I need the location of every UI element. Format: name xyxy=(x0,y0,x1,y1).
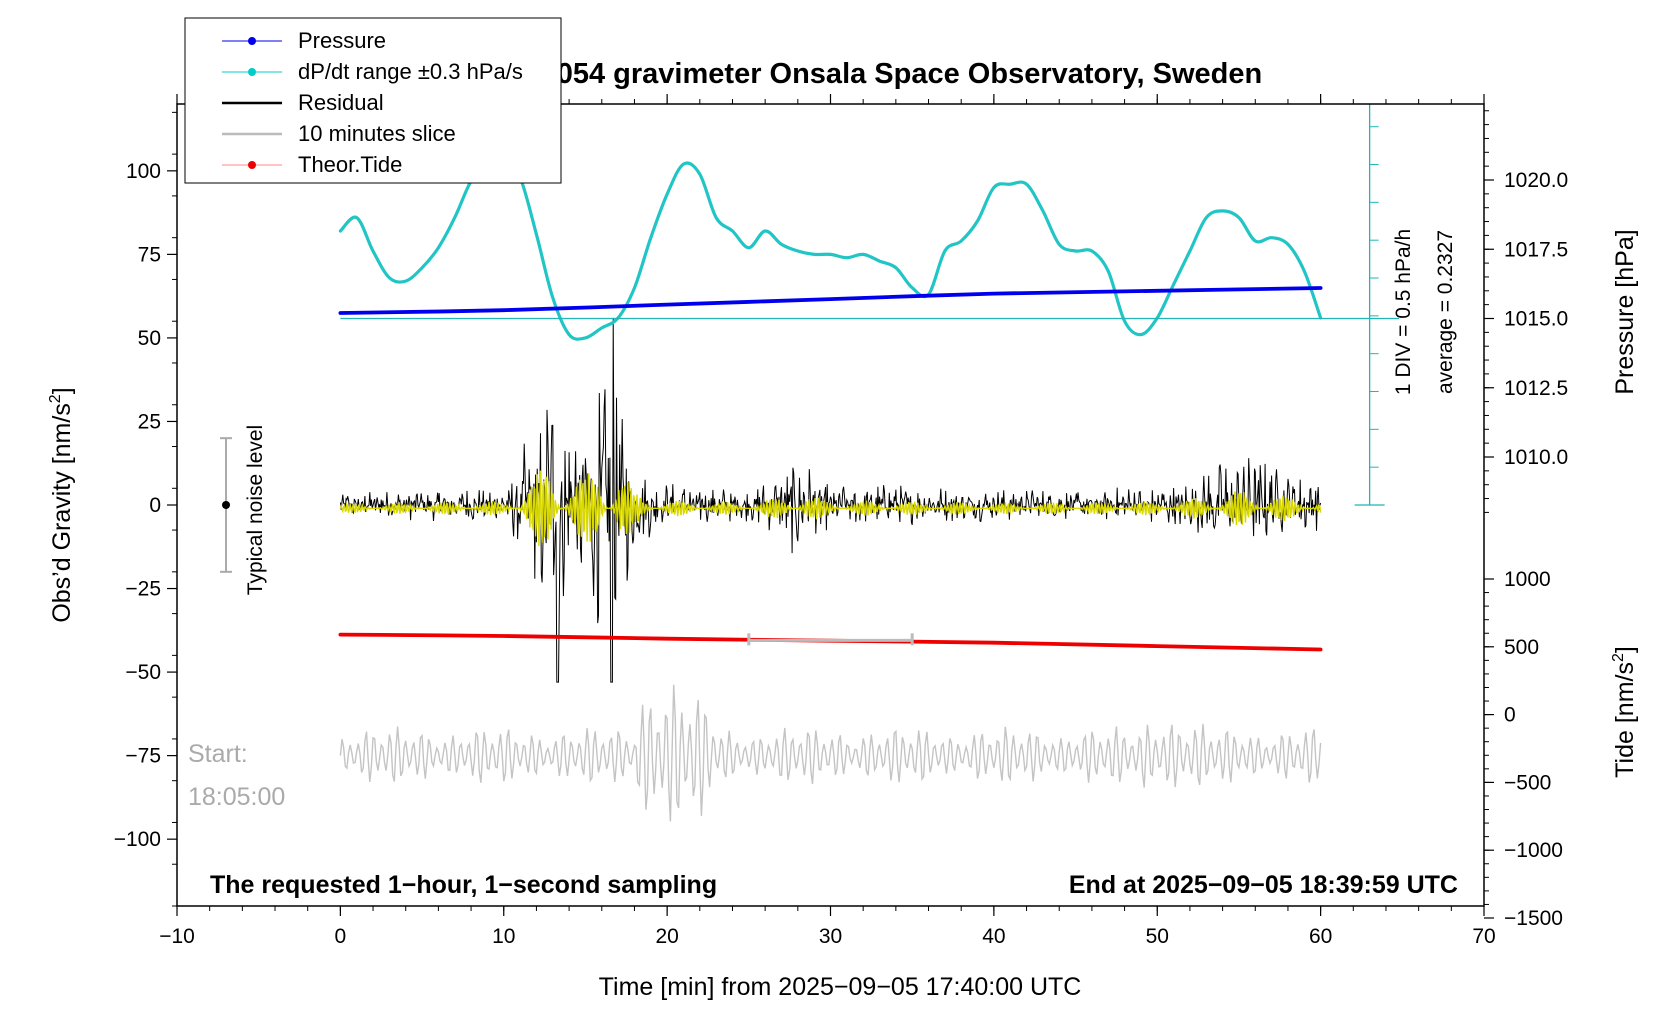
legend-box xyxy=(184,17,562,184)
noise-bar-center xyxy=(222,501,231,509)
tide-tick-label: 1000 xyxy=(1504,568,1551,591)
slice-series xyxy=(339,684,1322,822)
start-label: Start: xyxy=(188,740,248,768)
pressure-tick-label: 1017.5 xyxy=(1504,238,1568,261)
dpdt-div-note: 1 DIV = 0.5 hPa/h xyxy=(1392,229,1415,395)
y-tick-label-left: 50 xyxy=(138,327,161,350)
y-axis-label-gravity-sup: 2 xyxy=(47,394,64,403)
noise-level-label: Typical noise level xyxy=(244,425,267,595)
y-tick-label-left: 100 xyxy=(126,160,161,183)
pressure-series xyxy=(338,286,1323,315)
y-axis-label-gravity-text: Obs’d Gravity [nm/s xyxy=(48,403,76,623)
y-tick-label-left: −50 xyxy=(125,661,161,684)
slice-bracket xyxy=(747,633,914,646)
x-tick-label: 20 xyxy=(655,925,678,948)
dpdt-average-note: average = 0.2327 xyxy=(1434,230,1457,394)
legend-slice-label: 10 minutes slice xyxy=(298,121,456,146)
y-tick-label-left: −100 xyxy=(114,828,161,851)
y-tick-label-left: −25 xyxy=(125,578,161,601)
pressure-tick-label: 1015.0 xyxy=(1504,308,1568,331)
slice-line xyxy=(339,684,1322,822)
plot-frame xyxy=(176,103,1485,907)
legend-tide-marker xyxy=(248,161,256,169)
filtered-residual-series xyxy=(339,470,1322,547)
y-axis-label-tide-end: ] xyxy=(1611,646,1639,653)
tide-tick-label: 0 xyxy=(1504,704,1516,727)
y-axis-label-tide-sup: 2 xyxy=(1610,653,1627,662)
tide-tick-label: −500 xyxy=(1504,771,1551,794)
x-tick-label: 10 xyxy=(492,925,515,948)
y-axis-label-tide: Tide [nm/s2] xyxy=(1610,646,1639,778)
y-axis-label-tide-text: Tide [nm/s xyxy=(1611,662,1639,778)
y-axis-label-gravity: Obs’d Gravity [nm/s2] xyxy=(47,387,76,622)
filtered-residual-line xyxy=(339,470,1322,547)
pressure-tick-label: 1020.0 xyxy=(1504,169,1568,192)
x-tick-label: 70 xyxy=(1472,925,1495,948)
axis-ticks: −10 0 10 20 30 40 50 60 70−100−75−50−25025507510… xyxy=(114,94,1568,948)
legend-dpdt-label: dP/dt range ±0.3 hPa/s xyxy=(298,59,523,84)
y-tick-label-left: 0 xyxy=(149,494,161,517)
y-tick-label-left: 75 xyxy=(138,243,161,266)
y-tick-label-left: −75 xyxy=(125,745,161,768)
legend: Pressure dP/dt range ±0.3 hPa/s Residual… xyxy=(184,17,562,184)
pressure-tick-label: 1010.0 xyxy=(1504,446,1568,469)
x-tick-label: 0 xyxy=(335,925,347,948)
tide-tick-label: −1500 xyxy=(1504,907,1563,930)
chart-title: SCG_054 gravimeter Onsala Space Observat… xyxy=(478,58,1262,90)
x-tick-label: 60 xyxy=(1309,925,1332,948)
legend-dpdt-marker xyxy=(248,68,256,76)
start-time-label: 18:05:00 xyxy=(188,783,285,811)
y-tick-label-left: 25 xyxy=(138,410,161,433)
bottom-left-note: The requested 1−hour, 1−second sampling xyxy=(210,871,717,899)
legend-residual-label: Residual xyxy=(298,90,384,115)
annotations xyxy=(220,104,1400,646)
x-tick-label: −10 xyxy=(159,925,195,948)
legend-pressure-label: Pressure xyxy=(298,28,386,53)
x-axis-label: Time [min] from 2025−09−05 17:40:00 UTC xyxy=(599,973,1082,1001)
x-tick-label: 40 xyxy=(982,925,1005,948)
x-tick-label: 30 xyxy=(819,925,842,948)
legend-pressure-marker xyxy=(248,37,256,45)
y-axis-label-gravity-end: ] xyxy=(48,387,76,394)
tide-tick-label: 500 xyxy=(1504,636,1539,659)
pressure-tick-label: 1012.5 xyxy=(1504,377,1568,400)
bottom-right-note: End at 2025−09−05 18:39:59 UTC xyxy=(1069,871,1458,899)
pressure-line xyxy=(338,286,1323,315)
legend-tide-label: Theor.Tide xyxy=(298,152,402,177)
tide-tick-label: −1000 xyxy=(1504,839,1563,862)
y-axis-label-pressure: Pressure [hPa] xyxy=(1611,229,1639,394)
x-tick-label: 50 xyxy=(1146,925,1169,948)
